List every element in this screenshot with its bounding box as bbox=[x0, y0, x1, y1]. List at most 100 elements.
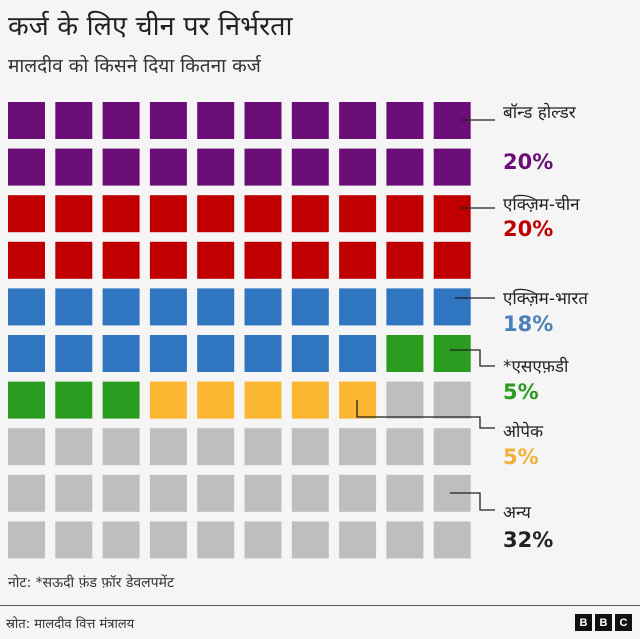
waffle-cell bbox=[291, 428, 329, 466]
legend-label-bond-holders: बॉन्ड होल्डर bbox=[503, 103, 576, 123]
waffle-cell bbox=[8, 241, 45, 279]
waffle-cell bbox=[291, 288, 329, 326]
waffle-cell bbox=[386, 288, 424, 326]
waffle-cell bbox=[102, 428, 140, 466]
waffle-cell bbox=[102, 521, 140, 559]
logo-letter: C bbox=[615, 614, 632, 631]
waffle-cell bbox=[339, 521, 377, 559]
legend-pct-exim-india: 18% bbox=[503, 312, 554, 336]
waffle-cell bbox=[149, 148, 187, 186]
waffle-cell bbox=[291, 148, 329, 186]
waffle-cell bbox=[55, 288, 93, 326]
waffle-cell bbox=[291, 381, 329, 419]
waffle-cell bbox=[8, 428, 45, 466]
waffle-cell bbox=[339, 102, 377, 139]
waffle-cell bbox=[8, 148, 45, 186]
waffle-cell bbox=[244, 521, 282, 559]
chart-title: कर्ज के लिए चीन पर निर्भरता bbox=[8, 11, 293, 42]
waffle-cell bbox=[55, 241, 93, 279]
waffle-cell bbox=[149, 288, 187, 326]
leader-line bbox=[450, 349, 495, 367]
waffle-cell bbox=[102, 102, 140, 139]
waffle-cell bbox=[197, 521, 235, 559]
waffle-cell bbox=[102, 381, 140, 419]
waffle-cell bbox=[244, 288, 282, 326]
source: स्रोत: मालदीव वित्त मंत्रालय bbox=[6, 617, 135, 632]
waffle-cell bbox=[244, 428, 282, 466]
waffle-cell bbox=[386, 428, 424, 466]
waffle-cell bbox=[55, 335, 93, 372]
waffle-cell bbox=[386, 381, 424, 419]
waffle-cell bbox=[149, 241, 187, 279]
legend-label-exim-india: एक्ज़िम-भारत bbox=[503, 289, 588, 309]
legend-label-sfd: *एसएफ़डी bbox=[503, 357, 569, 377]
logo-letter: B bbox=[595, 614, 612, 631]
legend-pct-exim-china: 20% bbox=[503, 217, 554, 241]
waffle-cell bbox=[244, 474, 282, 512]
waffle-cell bbox=[386, 241, 424, 279]
waffle-cell bbox=[55, 474, 93, 512]
waffle-cell bbox=[291, 335, 329, 372]
legend-pct-sfd: 5% bbox=[503, 380, 539, 404]
waffle-cell bbox=[386, 474, 424, 512]
footnote: नोट: *सऊदी फ़ंड फ़ॉर डेवलपमेंट bbox=[8, 575, 175, 591]
waffle-cell bbox=[433, 195, 471, 233]
waffle-cell bbox=[291, 195, 329, 233]
waffle-cell bbox=[339, 335, 377, 372]
waffle-cell bbox=[339, 195, 377, 233]
legend-label-exim-china: एक्ज़िम-चीन bbox=[503, 195, 580, 215]
chart-subtitle: मालदीव को किसने दिया कितना कर्ज bbox=[8, 55, 261, 77]
waffle-cell bbox=[339, 474, 377, 512]
waffle-cell bbox=[102, 241, 140, 279]
waffle-cell bbox=[433, 241, 471, 279]
logo-letter: B bbox=[575, 614, 592, 631]
waffle-cell bbox=[244, 148, 282, 186]
waffle-cell bbox=[339, 241, 377, 279]
bbc-logo: B B C bbox=[575, 614, 632, 631]
waffle-cell bbox=[8, 288, 45, 326]
waffle-cell bbox=[291, 474, 329, 512]
waffle-cell bbox=[386, 102, 424, 139]
waffle-chart bbox=[8, 102, 495, 559]
waffle-cell bbox=[244, 381, 282, 419]
waffle-cell bbox=[433, 521, 471, 559]
waffle-cell bbox=[102, 474, 140, 512]
waffle-cell bbox=[197, 241, 235, 279]
waffle-cell bbox=[197, 102, 235, 139]
waffle-cell bbox=[386, 335, 424, 372]
waffle-cell bbox=[197, 474, 235, 512]
waffle-cell bbox=[55, 381, 93, 419]
legend-label-other: अन्य bbox=[503, 503, 531, 523]
leader-line bbox=[356, 400, 495, 429]
waffle-cell bbox=[149, 335, 187, 372]
legend-pct-bond-holders: 20% bbox=[503, 150, 554, 174]
waffle-cell bbox=[339, 428, 377, 466]
waffle-cell bbox=[433, 148, 471, 186]
legend-label-opec: ओपेक bbox=[503, 422, 544, 442]
waffle-cell bbox=[339, 148, 377, 186]
waffle-cell bbox=[102, 148, 140, 186]
waffle-cell bbox=[55, 521, 93, 559]
waffle-cell bbox=[386, 148, 424, 186]
waffle-cell bbox=[197, 335, 235, 372]
waffle-cell bbox=[433, 335, 471, 372]
waffle-cell bbox=[197, 428, 235, 466]
waffle-cell bbox=[149, 102, 187, 139]
waffle-cell bbox=[8, 102, 45, 139]
waffle-cell bbox=[339, 288, 377, 326]
waffle-cell bbox=[102, 335, 140, 372]
waffle-cell bbox=[55, 428, 93, 466]
waffle-cell bbox=[8, 335, 45, 372]
waffle-cell bbox=[244, 241, 282, 279]
waffle-cell bbox=[291, 521, 329, 559]
divider bbox=[0, 605, 640, 606]
waffle-cell bbox=[8, 521, 45, 559]
waffle-cell bbox=[433, 428, 471, 466]
waffle-cell bbox=[197, 148, 235, 186]
waffle-cell bbox=[149, 474, 187, 512]
waffle-cell bbox=[386, 521, 424, 559]
waffle-cell bbox=[433, 381, 471, 419]
waffle-cell bbox=[197, 288, 235, 326]
waffle-cell bbox=[55, 195, 93, 233]
waffle-cell bbox=[244, 102, 282, 139]
